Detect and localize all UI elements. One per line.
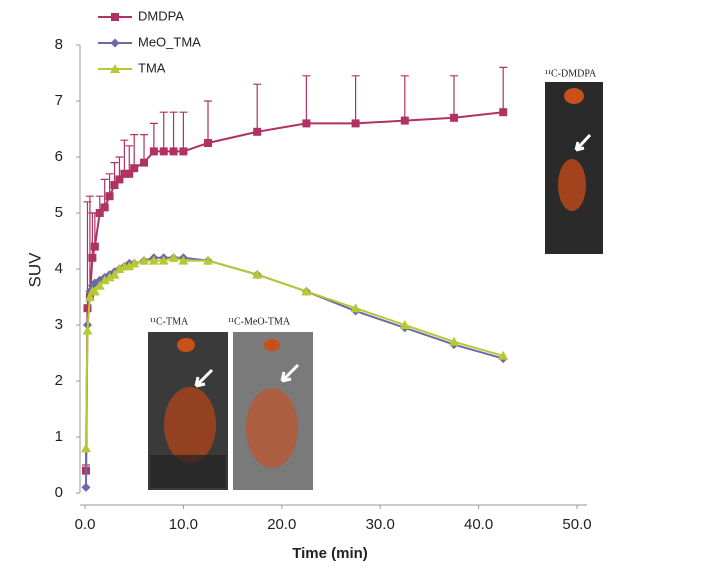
legend-label: DMDPA xyxy=(138,8,184,23)
marker xyxy=(253,128,261,136)
y-tick-label: 6 xyxy=(55,148,63,165)
marker xyxy=(150,147,158,155)
marker xyxy=(179,147,187,155)
error-bar xyxy=(450,76,458,118)
x-tick-label: 0.0 xyxy=(75,516,96,533)
marker xyxy=(130,164,138,172)
inset-image: ¹¹C-TMA xyxy=(148,316,228,490)
marker xyxy=(352,119,360,127)
inset-image: ¹¹C-DMDPA xyxy=(545,68,603,254)
y-tick-label: 5 xyxy=(55,204,63,221)
marker xyxy=(450,114,458,122)
error-bar xyxy=(401,76,409,121)
error-bar xyxy=(204,101,212,143)
x-tick-label: 50.0 xyxy=(562,516,591,533)
inset-label: ¹¹C-TMA xyxy=(150,316,189,327)
marker xyxy=(401,117,409,125)
error-bar xyxy=(150,123,158,151)
legend-label: MeO_TMA xyxy=(138,34,201,49)
x-axis-label: Time (min) xyxy=(292,545,368,562)
y-tick-label: 8 xyxy=(55,36,63,53)
marker xyxy=(140,159,148,167)
marker xyxy=(88,254,96,262)
error-bar xyxy=(179,112,187,151)
error-bar xyxy=(253,84,261,132)
marker xyxy=(106,192,114,200)
marker xyxy=(101,203,109,211)
error-bar xyxy=(130,135,138,169)
x-tick-label: 10.0 xyxy=(169,516,198,533)
marker xyxy=(302,119,310,127)
chart: SUV Time (min) ¹¹C-DMDPA ¹¹C-TMA ¹¹C-MeO… xyxy=(0,0,721,568)
y-tick-label: 4 xyxy=(55,260,63,277)
legend-label: TMA xyxy=(138,60,166,75)
error-bar xyxy=(352,76,360,124)
inset-label: ¹¹C-DMDPA xyxy=(545,68,597,79)
marker xyxy=(160,147,168,155)
x-tick-label: 30.0 xyxy=(366,516,395,533)
marker xyxy=(91,243,99,251)
marker xyxy=(111,13,119,21)
inset-image: ¹¹C-MeO-TMA xyxy=(228,316,313,490)
marker xyxy=(81,483,90,492)
y-tick-label: 3 xyxy=(55,316,63,333)
marker xyxy=(81,443,91,452)
y-tick-label: 0 xyxy=(55,484,63,501)
x-tick-label: 40.0 xyxy=(464,516,493,533)
y-axis-label: SUV xyxy=(25,252,44,288)
x-tick-label: 20.0 xyxy=(267,516,296,533)
marker xyxy=(499,108,507,116)
inset-label: ¹¹C-MeO-TMA xyxy=(228,316,291,327)
marker xyxy=(204,139,212,147)
error-bar xyxy=(302,76,310,124)
marker xyxy=(170,147,178,155)
y-tick-label: 7 xyxy=(55,92,63,109)
y-tick-label: 1 xyxy=(55,428,63,445)
y-tick-label: 2 xyxy=(55,372,63,389)
marker xyxy=(111,39,120,48)
error-bar xyxy=(170,112,178,151)
error-bar xyxy=(160,112,168,151)
marker xyxy=(82,326,92,335)
error-bar xyxy=(499,67,507,112)
